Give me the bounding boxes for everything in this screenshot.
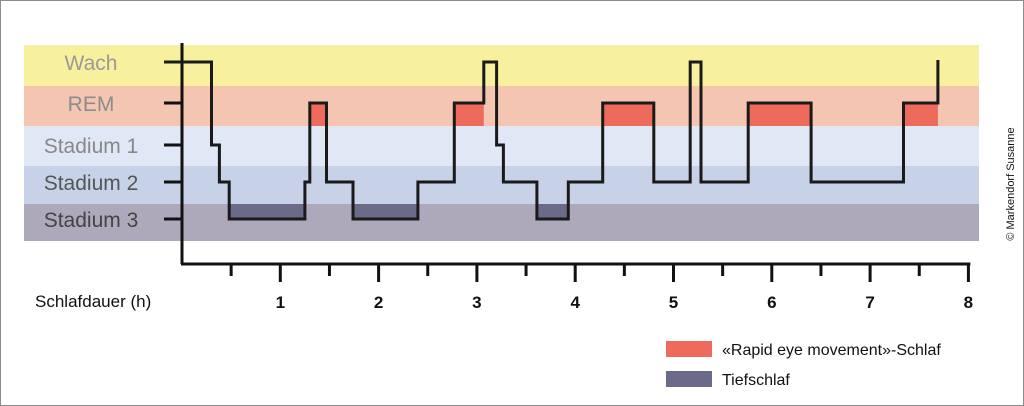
- band-label-cell-wach: [24, 45, 149, 86]
- x-tick-label: 2: [374, 293, 383, 312]
- band-label-cell-s3: [24, 204, 149, 241]
- band-s2: [24, 166, 979, 204]
- x-tick-label: 7: [865, 293, 874, 312]
- band-wach: [24, 45, 979, 86]
- axes: [164, 43, 971, 282]
- stage-label-s2: Stadium 2: [44, 172, 139, 195]
- legend-deep-sleep-swatch: [666, 371, 712, 387]
- x-tick-label: 1: [276, 293, 285, 312]
- deep-sleep-period: [536, 204, 569, 219]
- deep-sleep-period: [353, 204, 418, 219]
- band-label-cell-s1: [24, 126, 149, 166]
- x-tick-label: 4: [570, 293, 580, 312]
- rem-period: [309, 103, 327, 126]
- x-tick-label: 6: [767, 293, 776, 312]
- stage-label-rem: REM: [68, 93, 115, 116]
- x-tick-label: 8: [964, 293, 973, 312]
- rem-period: [748, 103, 812, 126]
- band-s3: [24, 204, 979, 241]
- x-tick-label: 3: [472, 293, 481, 312]
- rem-period: [903, 103, 938, 126]
- rem-period: [454, 103, 484, 126]
- stage-bands: [24, 45, 979, 241]
- stage-labels: Wach REM Stadium 1 Stadium 2 Stadium 3: [44, 52, 139, 232]
- x-axis-title: Schlafdauer (h): [35, 292, 151, 311]
- band-rem: [24, 86, 979, 126]
- hypnogram-line: [164, 60, 940, 221]
- legend-rem-swatch: [666, 341, 712, 357]
- legend-rem-label: «Rapid eye movement»-Schlaf: [722, 342, 941, 359]
- deep-sleep-period: [229, 204, 305, 219]
- legend-deep-sleep-label: Tiefschlaf: [722, 372, 790, 389]
- hypnogram-trace: [164, 60, 940, 221]
- x-tick-label: 5: [669, 293, 678, 312]
- x-tick-labels: 1 2 3 4 5 6 7 8: [276, 293, 974, 312]
- copyright-credit: © Markendorf Susanne: [1005, 127, 1017, 240]
- phase-highlights: [229, 103, 938, 219]
- rem-period: [602, 103, 654, 126]
- stage-label-wach: Wach: [65, 52, 118, 75]
- stage-label-s1: Stadium 1: [44, 135, 139, 158]
- band-label-cell-s2: [24, 166, 149, 204]
- band-label-cell-rem: [24, 86, 149, 126]
- stage-label-s3: Stadium 3: [44, 209, 139, 232]
